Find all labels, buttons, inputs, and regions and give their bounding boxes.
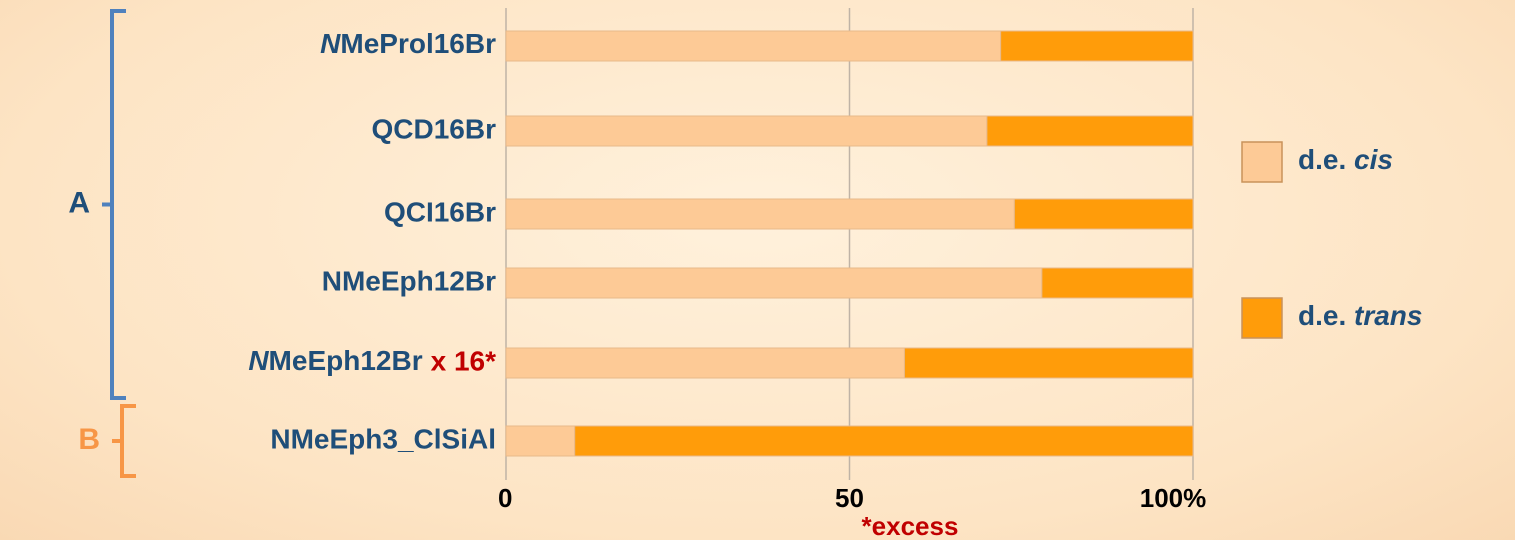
legend-swatch	[1241, 297, 1283, 339]
label-italic: N	[320, 28, 341, 59]
bar-segment	[505, 425, 576, 457]
group-label: B	[78, 423, 100, 456]
x-tick-label: 50	[835, 483, 864, 513]
legend-italic: cis	[1354, 144, 1393, 175]
bar-segment	[505, 347, 905, 379]
legend-text: d.e.	[1298, 144, 1354, 175]
category-label: QCI16Br	[384, 196, 496, 227]
category-label: NMeEph12Br	[248, 345, 422, 376]
category-label: QCD16Br	[372, 113, 497, 144]
bar-segment	[986, 115, 1194, 147]
legend-label: d.e. cis	[1298, 144, 1393, 175]
legend-swatch	[1241, 141, 1283, 183]
bar-segment	[505, 30, 1002, 62]
legend-italic: trans	[1354, 300, 1422, 331]
group-bracket	[112, 404, 136, 478]
bar-segment	[1041, 267, 1194, 299]
bar-segment	[903, 347, 1194, 379]
legend-label: d.e. trans	[1298, 300, 1422, 331]
bar-segment	[505, 198, 1015, 230]
annotation: *excess	[862, 511, 959, 540]
bar-segment	[505, 267, 1043, 299]
x-tick-label: 100%	[1140, 483, 1207, 513]
category-annotation: x 16*	[431, 345, 496, 376]
category-label: NMeProl16Br	[320, 28, 496, 59]
category-label: NMeEph12Br	[322, 265, 496, 296]
x-tick-label: 0	[498, 483, 512, 513]
label-italic: N	[248, 345, 269, 376]
bar-segment	[1013, 198, 1194, 230]
label-rest: MeProl16Br	[340, 28, 496, 59]
group-bracket	[102, 9, 126, 400]
bar-segment	[574, 425, 1194, 457]
category-label: NMeEph3_ClSiAl	[270, 423, 496, 454]
bar-segment	[505, 115, 988, 147]
legend-text: d.e.	[1298, 300, 1354, 331]
group-label: A	[68, 186, 90, 219]
label-rest: MeEph12Br	[269, 345, 423, 376]
bar-segment	[1000, 30, 1194, 62]
